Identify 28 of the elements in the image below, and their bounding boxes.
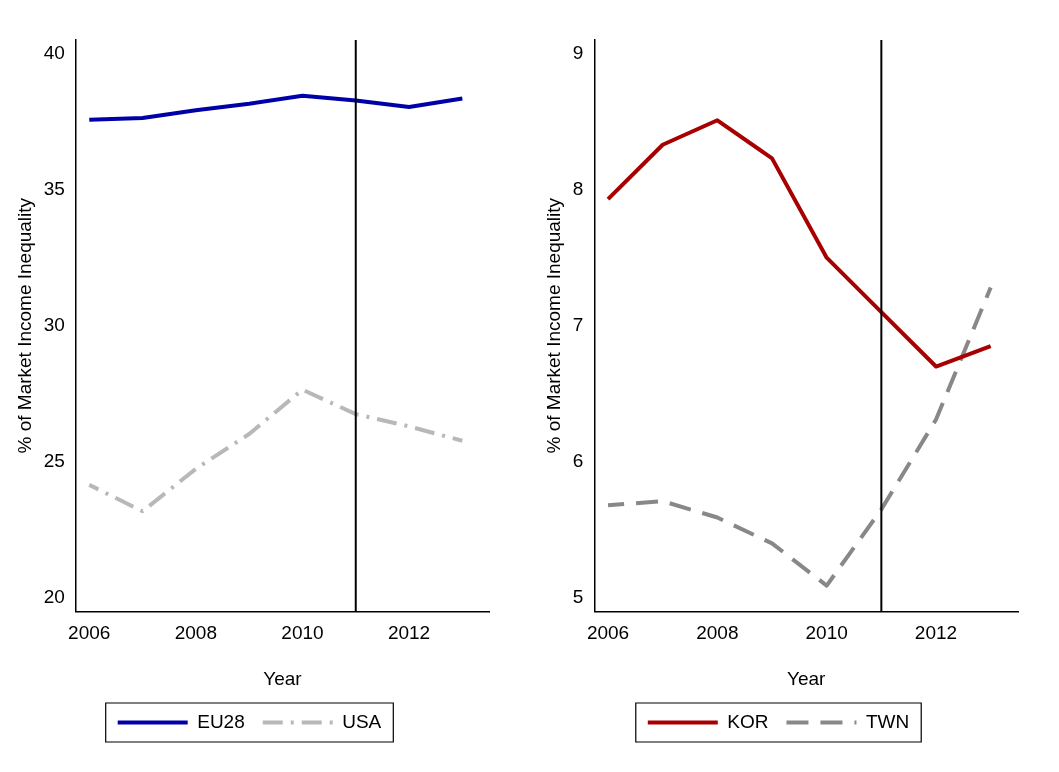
y-tick-label: 25	[43, 449, 65, 471]
y-tick-label: 9	[572, 41, 584, 63]
x-tick-label: 2010	[281, 622, 324, 644]
x-tick-label: 2012	[914, 622, 958, 644]
y-tick-label: 6	[572, 449, 584, 471]
legend-label: EU28	[197, 710, 245, 732]
y-axis-title: % of Market Income Inequality	[13, 197, 35, 454]
y-tick-label: 40	[43, 41, 65, 63]
y-tick-label: 7	[572, 313, 584, 335]
x-tick-label: 2006	[68, 622, 111, 644]
y-tick-label: 8	[572, 177, 584, 199]
y-tick-label: 20	[43, 586, 65, 608]
y-tick-label: 35	[43, 177, 65, 199]
x-axis-title: Year	[786, 667, 827, 689]
x-tick-label: 2012	[387, 622, 431, 644]
y-tick-label: 30	[43, 313, 65, 335]
line-series	[87, 387, 465, 514]
y-axis-title: % of Market Income Inequality	[542, 197, 564, 454]
x-tick-label: 2010	[805, 622, 848, 644]
legend-label: USA	[342, 710, 382, 732]
x-axis-title: Year	[263, 667, 303, 689]
legend-label: KOR	[727, 710, 769, 732]
x-tick-label: 2008	[174, 622, 217, 644]
x-tick-label: 2006	[586, 622, 630, 644]
legend-label: TWN	[865, 710, 910, 732]
x-tick-label: 2008	[696, 622, 739, 644]
line-series	[606, 285, 993, 588]
y-tick-label: 5	[572, 586, 584, 608]
